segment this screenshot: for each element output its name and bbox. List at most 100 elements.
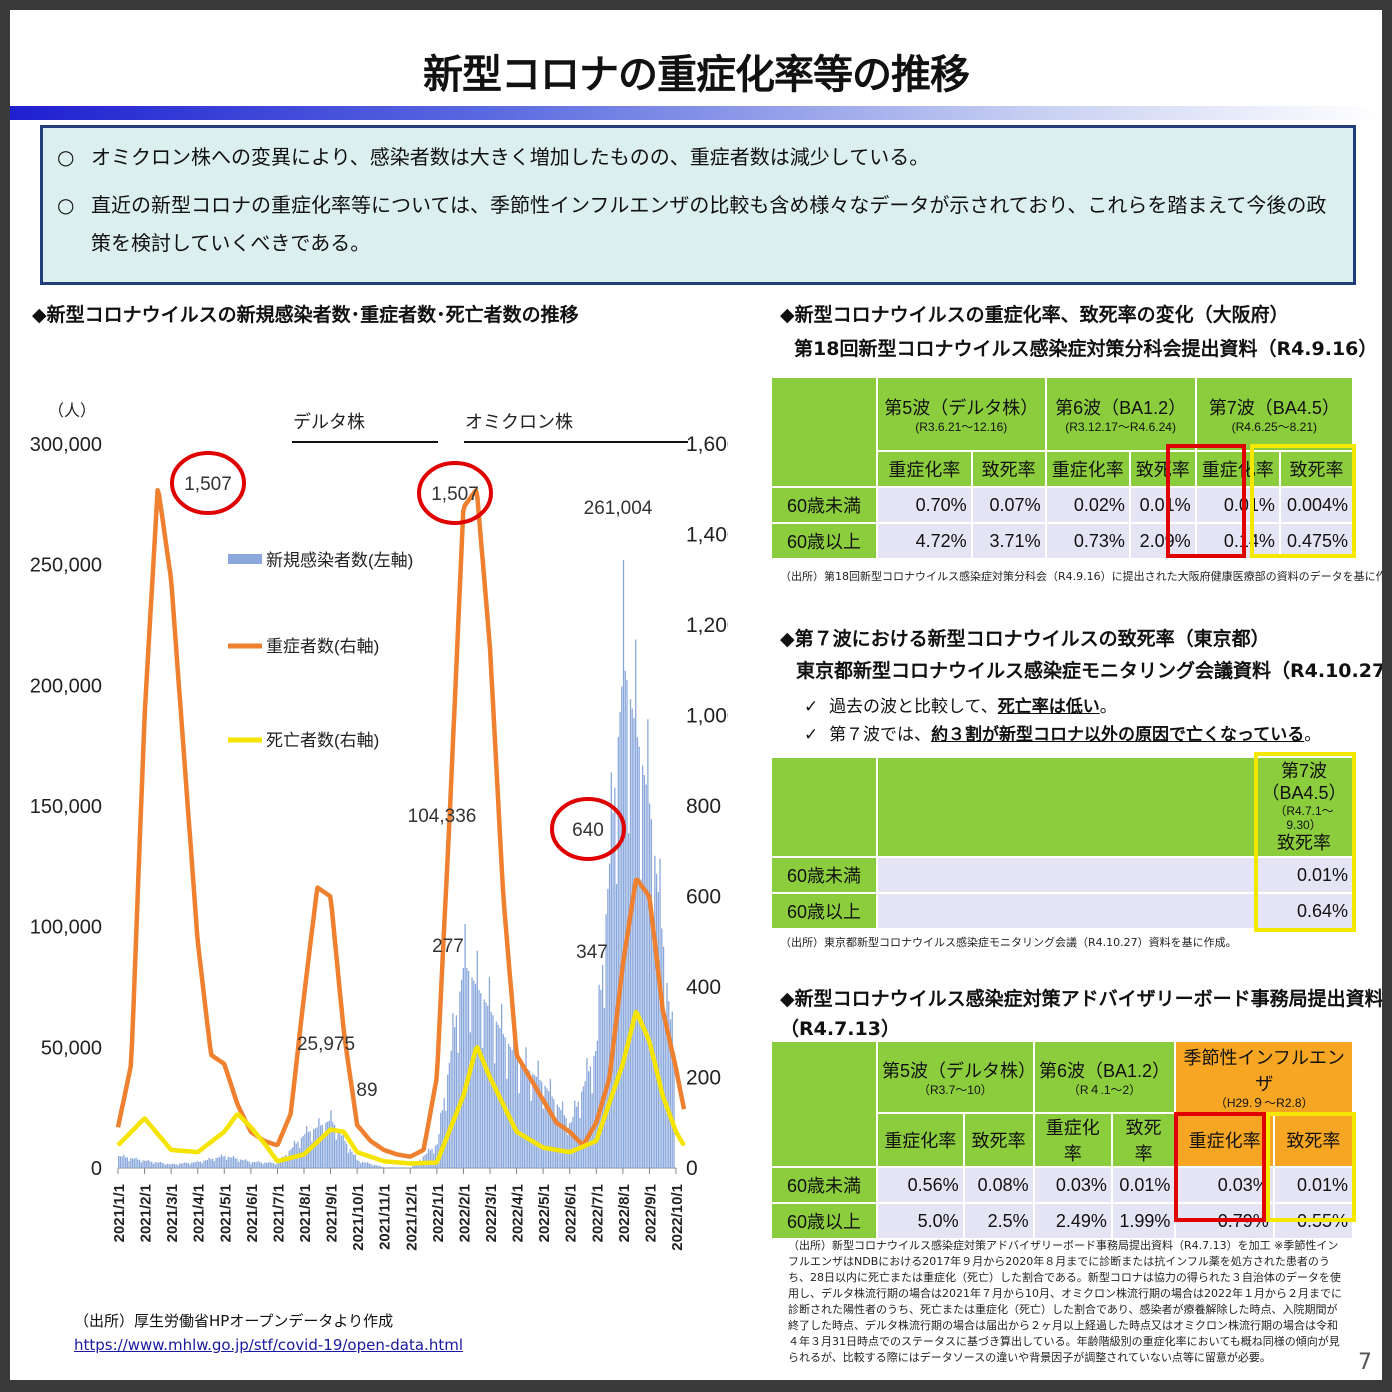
case-bar bbox=[636, 737, 639, 1168]
case-bar bbox=[560, 1109, 562, 1168]
case-bar bbox=[631, 708, 633, 1168]
case-bar bbox=[205, 1160, 207, 1168]
case-bar bbox=[661, 928, 663, 1168]
case-bar bbox=[518, 1093, 520, 1168]
case-bar bbox=[483, 999, 485, 1168]
case-bar bbox=[386, 1167, 388, 1168]
case-bar bbox=[137, 1159, 139, 1168]
case-bar bbox=[534, 1075, 536, 1168]
case-bar bbox=[342, 1132, 344, 1168]
col-header: 重症化率 bbox=[1032, 1112, 1113, 1168]
case-bar bbox=[347, 1152, 350, 1168]
corner-cell bbox=[770, 756, 878, 858]
case-bar bbox=[243, 1160, 245, 1168]
case-bar bbox=[669, 1019, 672, 1168]
case-bar bbox=[466, 967, 468, 1168]
summary-line-1: ○ オミクロン株への変異により、感染者数は大きく増加したものの、重症者数は減少して… bbox=[57, 138, 1341, 176]
case-bar bbox=[166, 1163, 169, 1168]
case-bar bbox=[286, 1157, 289, 1168]
case-bar bbox=[558, 1107, 560, 1168]
case-bar bbox=[194, 1162, 196, 1168]
case-bar bbox=[447, 1074, 449, 1168]
case-bar bbox=[588, 1071, 590, 1168]
period-label-delta: デルタ株 bbox=[293, 412, 365, 432]
case-bar bbox=[577, 1101, 579, 1168]
x-tick-label: 2021/10/1 bbox=[350, 1184, 367, 1251]
case-bar bbox=[394, 1167, 397, 1168]
case-bar bbox=[481, 1047, 484, 1168]
case-bar bbox=[180, 1163, 182, 1168]
case-bar bbox=[340, 1135, 343, 1168]
case-bar bbox=[460, 979, 463, 1168]
callout-circle bbox=[170, 451, 246, 515]
case-bar bbox=[528, 1070, 531, 1168]
case-bar bbox=[504, 1037, 506, 1168]
case-bar bbox=[406, 1167, 409, 1168]
case-bar bbox=[527, 1068, 529, 1168]
x-tick-label: 2022/6/1 bbox=[563, 1184, 580, 1242]
case-bar bbox=[584, 1081, 586, 1168]
case-bar bbox=[565, 1117, 567, 1168]
wave-header: 季節性インフルエンザ （H29.９～R2.8） bbox=[1174, 1040, 1354, 1114]
callout-label: 347 bbox=[576, 942, 608, 963]
case-bar bbox=[359, 1163, 362, 1168]
case-bar bbox=[598, 984, 600, 1168]
case-bar bbox=[485, 1002, 487, 1168]
case-bar bbox=[187, 1162, 189, 1168]
case-bar bbox=[480, 993, 482, 1168]
case-bar bbox=[542, 1108, 545, 1168]
source-link[interactable]: https://www.mhlw.go.jp/stf/covid-19/open… bbox=[74, 1336, 463, 1354]
case-bar bbox=[389, 1167, 391, 1168]
case-bar bbox=[471, 977, 473, 1168]
case-bar bbox=[530, 1100, 532, 1168]
y-right-tick-label: 1,000 bbox=[686, 705, 728, 728]
case-bar bbox=[608, 863, 611, 1168]
case-bar bbox=[250, 1163, 252, 1168]
y-left-tick-label: 250,000 bbox=[30, 555, 102, 577]
case-bar bbox=[165, 1164, 167, 1168]
case-bar bbox=[177, 1165, 179, 1168]
col-header: 致死率 bbox=[1110, 1112, 1177, 1168]
case-bar bbox=[487, 1005, 489, 1168]
case-bar bbox=[151, 1161, 153, 1168]
y-right-tick-label: 1,400 bbox=[686, 524, 728, 547]
case-bar bbox=[149, 1161, 151, 1168]
case-bar bbox=[617, 737, 619, 1168]
y-left-tick-label: 150,000 bbox=[30, 796, 102, 818]
case-bar bbox=[196, 1160, 198, 1168]
case-bar bbox=[469, 1032, 471, 1168]
case-bar bbox=[123, 1154, 125, 1168]
case-bar bbox=[633, 718, 635, 1168]
case-bar bbox=[546, 1088, 548, 1168]
col-header: 重症化率 bbox=[876, 450, 973, 488]
tokyo-heading: ◆第７波における新型コロナウイルスの致死率（東京都） bbox=[780, 628, 1270, 650]
legend-label: 死亡者数(右軸) bbox=[266, 731, 379, 750]
case-bar bbox=[222, 1156, 224, 1168]
case-bar bbox=[260, 1162, 263, 1168]
case-bar bbox=[302, 1135, 304, 1168]
case-bar bbox=[368, 1163, 370, 1168]
case-bar bbox=[189, 1164, 191, 1168]
wave-header: 第5波（デルタ株） （R3.7～10） bbox=[876, 1040, 1036, 1114]
case-bar bbox=[199, 1161, 202, 1168]
case-bar bbox=[312, 1129, 315, 1168]
case-bar bbox=[192, 1162, 195, 1168]
board-subheading: （R4.7.13） bbox=[780, 1018, 900, 1040]
case-bar bbox=[130, 1158, 132, 1168]
highlight-red bbox=[1174, 1112, 1266, 1222]
case-bar bbox=[293, 1140, 296, 1168]
case-bar bbox=[121, 1156, 123, 1168]
slide: 新型コロナの重症化率等の推移 ○ オミクロン株への変異により、感染者数は大きく増加… bbox=[10, 10, 1382, 1380]
case-bar bbox=[448, 1062, 451, 1168]
page-title: 新型コロナの重症化率等の推移 bbox=[423, 52, 970, 98]
case-bar bbox=[182, 1163, 184, 1168]
legend-label: 新規感染者数(左軸) bbox=[266, 551, 413, 570]
x-tick-label: 2022/8/1 bbox=[616, 1184, 633, 1242]
highlight-red bbox=[1166, 444, 1246, 558]
y-right-tick-label: 1,200 bbox=[686, 614, 728, 637]
case-bar bbox=[370, 1164, 372, 1168]
y-left-tick-label: 50,000 bbox=[41, 1037, 102, 1059]
case-bar bbox=[246, 1161, 249, 1168]
callout-label: 89 bbox=[356, 1080, 377, 1101]
case-bar bbox=[326, 1121, 329, 1168]
